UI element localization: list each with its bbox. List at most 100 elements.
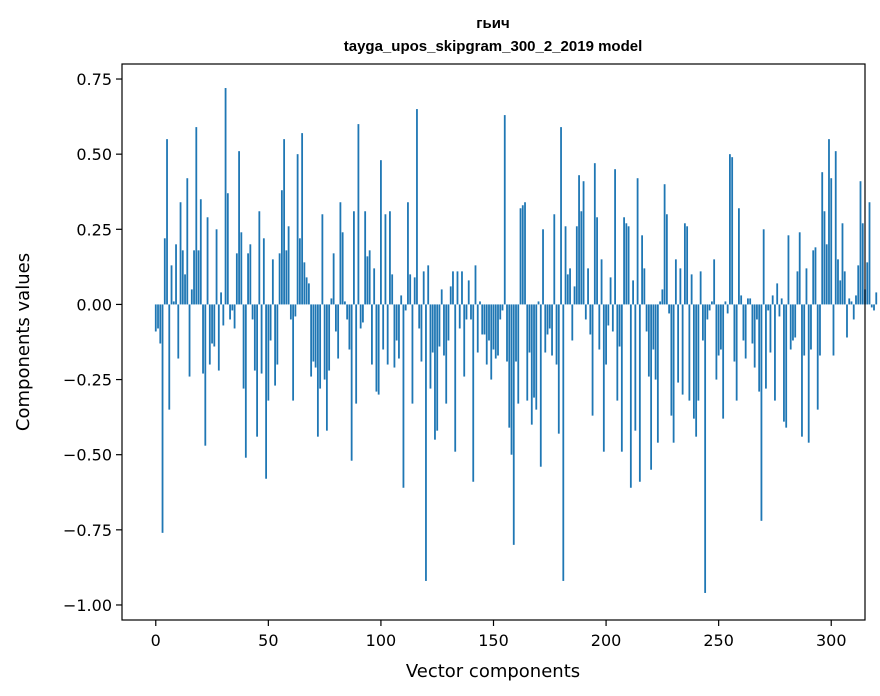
bar xyxy=(479,301,481,305)
bar xyxy=(803,304,806,356)
bar xyxy=(179,202,182,305)
bar xyxy=(488,304,490,341)
bar xyxy=(731,157,734,305)
y-tick-label: 0.00 xyxy=(76,295,112,314)
bar xyxy=(353,211,355,305)
bar xyxy=(289,304,292,320)
bar xyxy=(323,304,326,380)
bar xyxy=(774,304,776,401)
bar xyxy=(641,235,643,305)
bar xyxy=(665,214,668,305)
bar xyxy=(159,304,162,344)
y-tick-label: −0.75 xyxy=(63,521,112,540)
bar xyxy=(605,304,607,365)
bar xyxy=(355,304,358,404)
bar xyxy=(578,175,580,305)
bar xyxy=(805,268,808,305)
y-axis: 0.75 0.50 0.25 0.00 −0.25 −0.50 −0.75 −1.00 xyxy=(63,70,122,615)
bar xyxy=(801,304,803,437)
bar xyxy=(161,304,164,533)
bar xyxy=(690,274,693,305)
bar xyxy=(510,304,513,455)
bar xyxy=(407,202,409,305)
bar xyxy=(821,172,824,305)
bar xyxy=(447,304,450,341)
x-axis-label: Vector components xyxy=(406,661,580,682)
bar xyxy=(206,217,209,305)
bar xyxy=(783,304,785,422)
bar xyxy=(312,304,315,362)
bar xyxy=(350,304,353,461)
bar xyxy=(348,304,351,350)
bar xyxy=(758,304,761,392)
bar xyxy=(474,265,477,305)
bar xyxy=(314,304,317,368)
bar xyxy=(515,304,517,362)
bar xyxy=(722,304,725,419)
bar xyxy=(636,178,639,305)
bar xyxy=(224,88,227,305)
bar xyxy=(701,304,704,341)
bar xyxy=(609,277,612,305)
bar xyxy=(708,304,711,311)
bar xyxy=(301,133,304,305)
bar xyxy=(765,304,767,389)
bar xyxy=(449,286,452,305)
chart-title-line-1: гьич xyxy=(476,15,509,32)
bar xyxy=(233,304,236,329)
bar xyxy=(810,304,812,350)
plot-frame xyxy=(121,63,866,621)
bar xyxy=(629,304,632,488)
bar xyxy=(438,304,441,347)
bar xyxy=(368,250,371,305)
bar xyxy=(344,301,346,305)
bar xyxy=(542,229,544,305)
bar xyxy=(753,304,756,368)
bar xyxy=(366,256,369,305)
bar xyxy=(181,250,184,305)
bar xyxy=(425,304,427,581)
bar xyxy=(537,301,540,305)
bar xyxy=(229,304,231,320)
bar xyxy=(321,214,324,305)
bar xyxy=(530,304,533,425)
bar xyxy=(445,304,448,404)
bar xyxy=(157,304,159,329)
y-axis-label: Components values xyxy=(13,253,34,431)
bar xyxy=(467,280,470,305)
bar xyxy=(789,304,792,350)
bar xyxy=(411,304,414,404)
bar xyxy=(580,211,583,305)
bars-group xyxy=(154,88,878,593)
bar xyxy=(267,304,270,401)
bar xyxy=(258,211,261,305)
bar xyxy=(548,304,551,329)
bar xyxy=(832,304,835,356)
bar xyxy=(591,304,594,416)
bar xyxy=(611,304,614,332)
bar xyxy=(596,217,598,305)
bar xyxy=(251,304,254,320)
bar xyxy=(600,259,603,305)
bar xyxy=(868,202,871,305)
bar xyxy=(463,304,466,377)
bar xyxy=(533,304,535,398)
bar xyxy=(184,274,186,305)
chart-title-line-2: tayga_upos_skipgram_300_2_2019 model xyxy=(344,38,643,55)
bar xyxy=(418,304,421,329)
bar xyxy=(692,304,695,419)
bar xyxy=(674,259,677,305)
bar xyxy=(792,304,794,341)
y-tick-label: −0.50 xyxy=(63,446,112,465)
bar xyxy=(751,304,754,344)
bar xyxy=(830,178,833,305)
bar xyxy=(242,304,245,389)
bar xyxy=(711,301,713,305)
bar xyxy=(391,274,394,305)
x-tick-label: 50 xyxy=(258,631,278,650)
bar xyxy=(506,304,508,362)
bar xyxy=(688,304,691,401)
bar xyxy=(346,304,349,320)
bar xyxy=(440,289,443,305)
x-tick-label: 250 xyxy=(703,631,734,650)
